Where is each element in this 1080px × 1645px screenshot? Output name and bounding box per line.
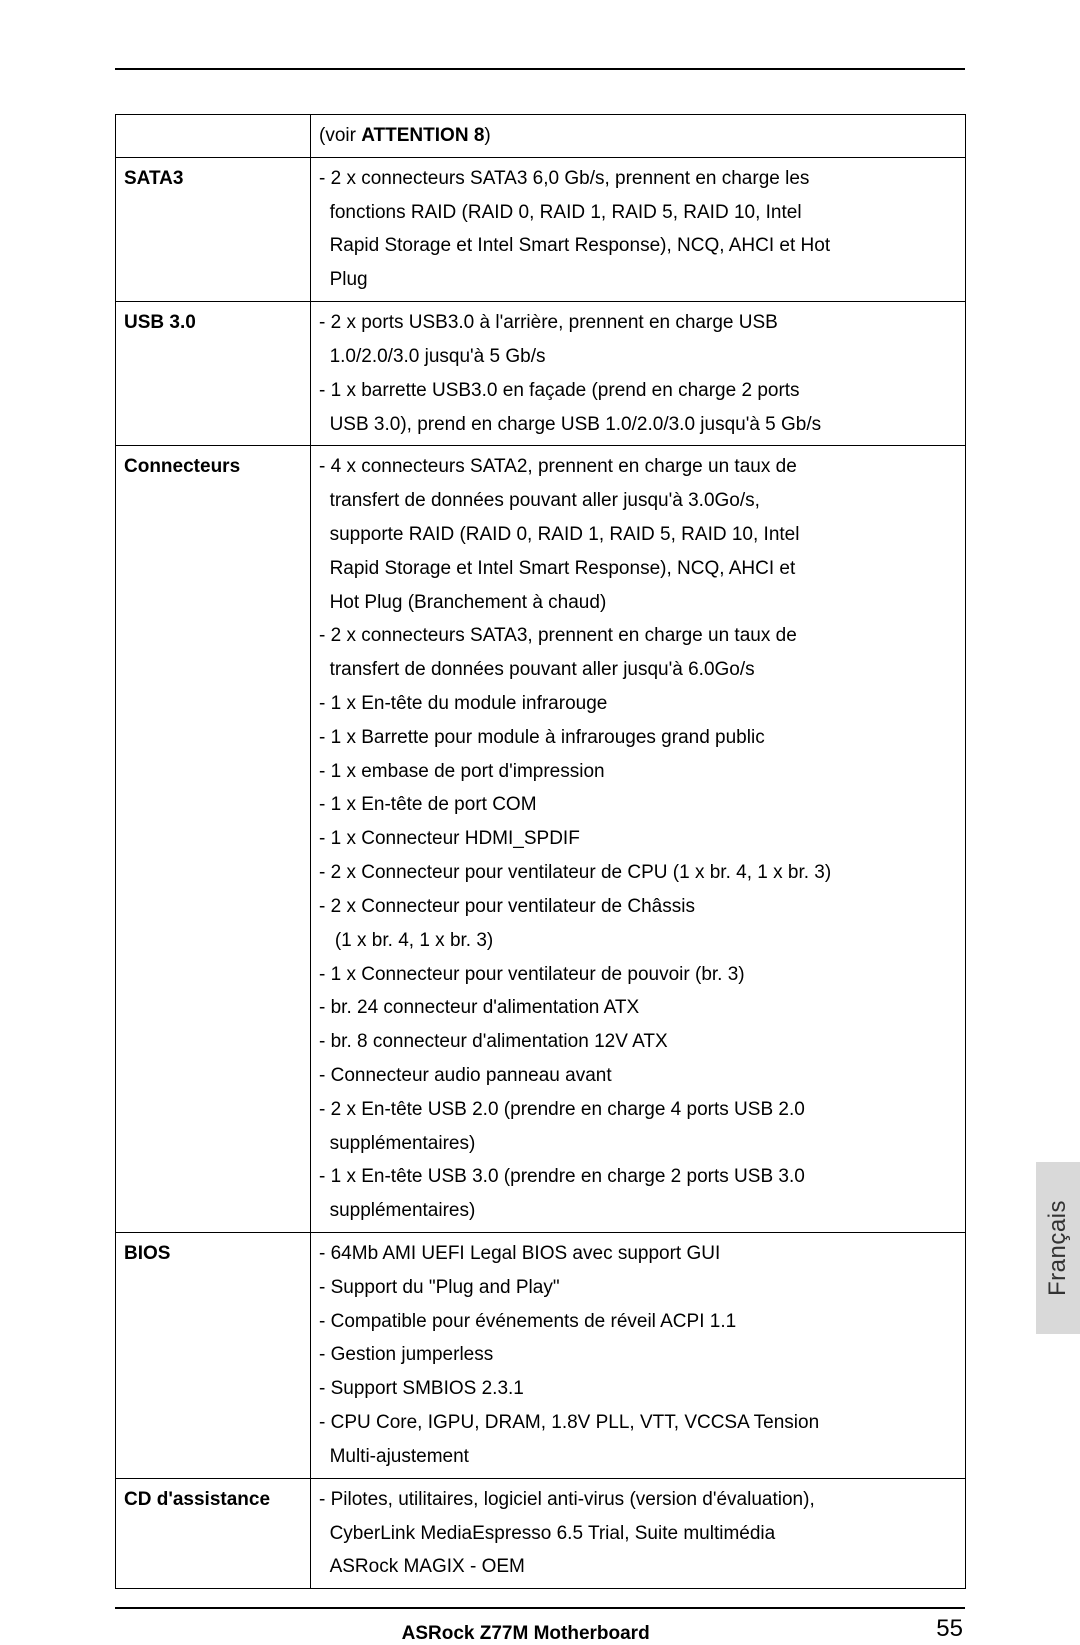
content-line: Rapid Storage et Intel Smart Response), …: [319, 229, 957, 263]
content-line: - 1 x Connecteur pour ventilateur de pou…: [319, 958, 957, 992]
content-line: - Support du "Plug and Play": [319, 1271, 957, 1305]
content-line: supplémentaires): [319, 1194, 957, 1228]
content-line: - 1 x embase de port d'impression: [319, 755, 957, 789]
content-line: - Pilotes, utilitaires, logiciel anti-vi…: [319, 1483, 957, 1517]
row-content: - 2 x connecteurs SATA3 6,0 Gb/s, prenne…: [311, 157, 966, 301]
row-label: SATA3: [116, 157, 311, 301]
content-line: - 1 x Barrette pour module à infrarouges…: [319, 721, 957, 755]
content-line: USB 3.0), prend en charge USB 1.0/2.0/3.…: [319, 408, 957, 442]
content-line: - 2 x ports USB3.0 à l'arrière, prennent…: [319, 306, 957, 340]
content-line: - 1 x En-tête USB 3.0 (prendre en charge…: [319, 1160, 957, 1194]
row-label: [116, 115, 311, 158]
footer-title: ASRock Z77M Motherboard: [115, 1615, 936, 1645]
content-line: ASRock MAGIX - OEM: [319, 1550, 957, 1584]
document-page: (voir ATTENTION 8)SATA3- 2 x connecteurs…: [115, 68, 965, 1645]
content-line: - 2 x En-tête USB 2.0 (prendre en charge…: [319, 1093, 957, 1127]
table-row: BIOS- 64Mb AMI UEFI Legal BIOS avec supp…: [116, 1233, 966, 1479]
content-line: - Support SMBIOS 2.3.1: [319, 1372, 957, 1406]
content-line: - 2 x connecteurs SATA3, prennent en cha…: [319, 619, 957, 653]
content-line: - CPU Core, IGPU, DRAM, 1.8V PLL, VTT, V…: [319, 1406, 957, 1440]
specifications-table: (voir ATTENTION 8)SATA3- 2 x connecteurs…: [115, 114, 966, 1589]
content-line: - 2 x connecteurs SATA3 6,0 Gb/s, prenne…: [319, 162, 957, 196]
row-content: - 2 x ports USB3.0 à l'arrière, prennent…: [311, 302, 966, 446]
row-label: CD d'assistance: [116, 1478, 311, 1588]
attention-bold: ATTENTION 8: [361, 125, 484, 146]
table-row: (voir ATTENTION 8): [116, 115, 966, 158]
content-line: - Compatible pour événements de réveil A…: [319, 1305, 957, 1339]
content-line: Rapid Storage et Intel Smart Response), …: [319, 552, 957, 586]
top-horizontal-rule: [115, 68, 965, 70]
page-footer: ASRock Z77M Motherboard 55: [115, 1609, 965, 1645]
row-content: (voir ATTENTION 8): [311, 115, 966, 158]
content-line: - Connecteur audio panneau avant: [319, 1059, 957, 1093]
content-line: supplémentaires): [319, 1127, 957, 1161]
content-line: - 1 x Connecteur HDMI_SPDIF: [319, 822, 957, 856]
content-line: Plug: [319, 263, 957, 297]
content-line: supporte RAID (RAID 0, RAID 1, RAID 5, R…: [319, 518, 957, 552]
content-line: transfert de données pouvant aller jusqu…: [319, 484, 957, 518]
content-line: - 1 x En-tête du module infrarouge: [319, 687, 957, 721]
row-content: - Pilotes, utilitaires, logiciel anti-vi…: [311, 1478, 966, 1588]
content-line: CyberLink MediaEspresso 6.5 Trial, Suite…: [319, 1517, 957, 1551]
row-label: BIOS: [116, 1233, 311, 1479]
content-line: - 2 x Connecteur pour ventilateur de CPU…: [319, 856, 957, 890]
language-tab: Français: [1036, 1162, 1080, 1334]
table-row: CD d'assistance- Pilotes, utilitaires, l…: [116, 1478, 966, 1588]
content-line: - 64Mb AMI UEFI Legal BIOS avec support …: [319, 1237, 957, 1271]
row-content: - 64Mb AMI UEFI Legal BIOS avec support …: [311, 1233, 966, 1479]
content-line: Multi-ajustement: [319, 1440, 957, 1474]
table-row: SATA3- 2 x connecteurs SATA3 6,0 Gb/s, p…: [116, 157, 966, 301]
row-label: USB 3.0: [116, 302, 311, 446]
content-line: (1 x br. 4, 1 x br. 3): [319, 924, 957, 958]
page-number: 55: [936, 1615, 965, 1643]
content-line: - 2 x Connecteur pour ventilateur de Châ…: [319, 890, 957, 924]
content-line: transfert de données pouvant aller jusqu…: [319, 653, 957, 687]
content-line: 1.0/2.0/3.0 jusqu'à 5 Gb/s: [319, 340, 957, 374]
content-line: - 1 x barrette USB3.0 en façade (prend e…: [319, 374, 957, 408]
attention-pre: (voir: [319, 125, 361, 146]
table-row: USB 3.0- 2 x ports USB3.0 à l'arrière, p…: [116, 302, 966, 446]
row-content: - 4 x connecteurs SATA2, prennent en cha…: [311, 446, 966, 1233]
content-line: Hot Plug (Branchement à chaud): [319, 586, 957, 620]
table-row: Connecteurs- 4 x connecteurs SATA2, pren…: [116, 446, 966, 1233]
content-line: - Gestion jumperless: [319, 1338, 957, 1372]
content-line: - 4 x connecteurs SATA2, prennent en cha…: [319, 450, 957, 484]
content-line: - br. 24 connecteur d'alimentation ATX: [319, 991, 957, 1025]
row-label: Connecteurs: [116, 446, 311, 1233]
table-body: (voir ATTENTION 8)SATA3- 2 x connecteurs…: [116, 115, 966, 1589]
content-line: - 1 x En-tête de port COM: [319, 788, 957, 822]
content-line: fonctions RAID (RAID 0, RAID 1, RAID 5, …: [319, 196, 957, 230]
attention-post: ): [484, 125, 490, 146]
language-tab-label: Français: [1044, 1200, 1072, 1296]
content-line: - br. 8 connecteur d'alimentation 12V AT…: [319, 1025, 957, 1059]
